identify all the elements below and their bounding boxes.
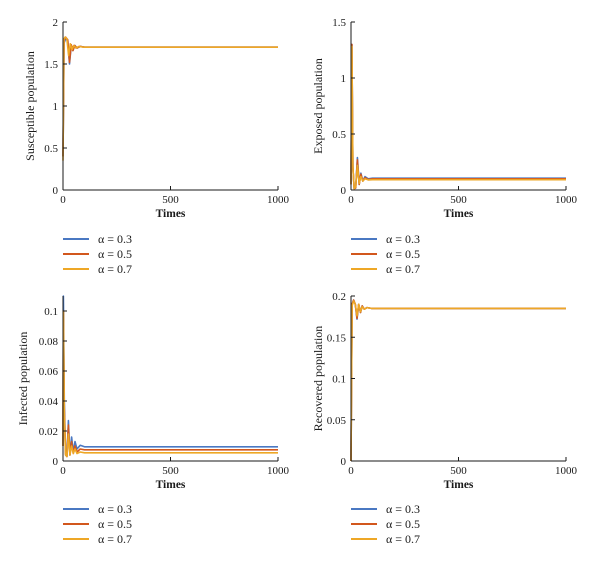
legend: α = 0.3α = 0.5α = 0.7 — [63, 232, 132, 276]
legend-label-1: α = 0.3 — [98, 232, 132, 246]
x-tick-label: 0 — [60, 465, 66, 477]
y-tick-label: 0 — [341, 185, 347, 197]
y-tick-label: 0.15 — [327, 332, 347, 344]
x-tick-label: 1000 — [555, 194, 578, 206]
y-tick-label: 1.5 — [332, 17, 346, 29]
x-tick-label: 1000 — [267, 465, 290, 477]
series-line-1 — [62, 295, 278, 458]
y-tick-label: 0.1 — [44, 306, 58, 318]
y-tick-label: 2 — [53, 17, 59, 29]
series-line-2 — [350, 43, 566, 190]
chart-panel-3: 0 500 1000 0 0.02 0.04 0.06 0.08 0.1 Times Infecte… — [16, 295, 290, 546]
y-tick-label: 1.5 — [44, 59, 58, 71]
y-tick-label: 0 — [53, 456, 59, 468]
y-axis-label: Infected population — [16, 332, 30, 426]
series-line-3 — [350, 300, 566, 462]
y-tick-label: 1 — [341, 73, 347, 85]
legend-label-2: α = 0.5 — [98, 517, 132, 531]
y-tick-label: 0.04 — [39, 396, 59, 408]
y-tick-label: 0.08 — [39, 336, 59, 348]
x-tick-label: 1000 — [267, 194, 290, 206]
legend-label-3: α = 0.7 — [98, 262, 132, 276]
x-tick-label: 500 — [450, 465, 467, 477]
y-axis-label: Exposed population — [311, 58, 325, 154]
x-tick-label: 0 — [348, 465, 354, 477]
y-tick-label: 0.5 — [332, 129, 346, 141]
x-axis-label: Times — [444, 479, 474, 491]
x-tick-label: 500 — [450, 194, 467, 206]
x-tick-label: 0 — [348, 194, 354, 206]
legend-label-2: α = 0.5 — [386, 247, 420, 261]
legend-label-3: α = 0.7 — [98, 532, 132, 546]
x-axis-label: Times — [156, 208, 186, 220]
x-tick-label: 500 — [162, 194, 179, 206]
y-tick-label: 0.05 — [327, 415, 347, 427]
legend-label-2: α = 0.5 — [386, 517, 420, 531]
y-tick-label: 0 — [341, 456, 347, 468]
x-tick-label: 0 — [60, 194, 66, 206]
chart-panel-4: 0 500 1000 0 0.05 0.1 0.15 0.2 Times Recovered po… — [311, 291, 578, 546]
series-line-1 — [350, 299, 566, 462]
series-line-1 — [62, 37, 278, 157]
x-axis-label: Times — [444, 208, 474, 220]
series-line-2 — [62, 310, 278, 458]
series-line-3 — [350, 45, 566, 190]
y-tick-label: 0.1 — [332, 374, 346, 386]
series-line-2 — [62, 36, 278, 157]
legend-label-3: α = 0.7 — [386, 262, 420, 276]
x-tick-label: 500 — [162, 465, 179, 477]
legend-label-1: α = 0.3 — [98, 502, 132, 516]
y-tick-label: 0.5 — [44, 143, 58, 155]
y-axis-label: Susceptible population — [23, 51, 37, 161]
y-tick-label: 0 — [53, 185, 59, 197]
series-line-2 — [350, 299, 566, 462]
y-tick-label: 0.2 — [332, 291, 346, 303]
y-tick-label: 0.06 — [39, 366, 59, 378]
series-line-1 — [350, 43, 566, 190]
legend-label-2: α = 0.5 — [98, 247, 132, 261]
series-line-3 — [62, 36, 278, 161]
series-line-3 — [62, 310, 278, 458]
legend-label-1: α = 0.3 — [386, 232, 420, 246]
x-axis-label: Times — [156, 479, 186, 491]
y-tick-label: 0.02 — [39, 426, 58, 438]
legend: α = 0.3α = 0.5α = 0.7 — [351, 232, 420, 276]
y-tick-label: 1 — [53, 101, 59, 113]
chart-panel-1: 0 500 1000 0 0.5 1 1.5 2 Times Susceptible popula… — [23, 17, 290, 276]
legend-label-3: α = 0.7 — [386, 532, 420, 546]
legend: α = 0.3α = 0.5α = 0.7 — [351, 502, 420, 546]
legend: α = 0.3α = 0.5α = 0.7 — [63, 502, 132, 546]
y-axis-label: Recovered population — [311, 326, 325, 432]
legend-label-1: α = 0.3 — [386, 502, 420, 516]
chart-panel-2: 0 500 1000 0 0.5 1 1.5 Times Exposed population α… — [311, 17, 578, 276]
x-tick-label: 1000 — [555, 465, 578, 477]
